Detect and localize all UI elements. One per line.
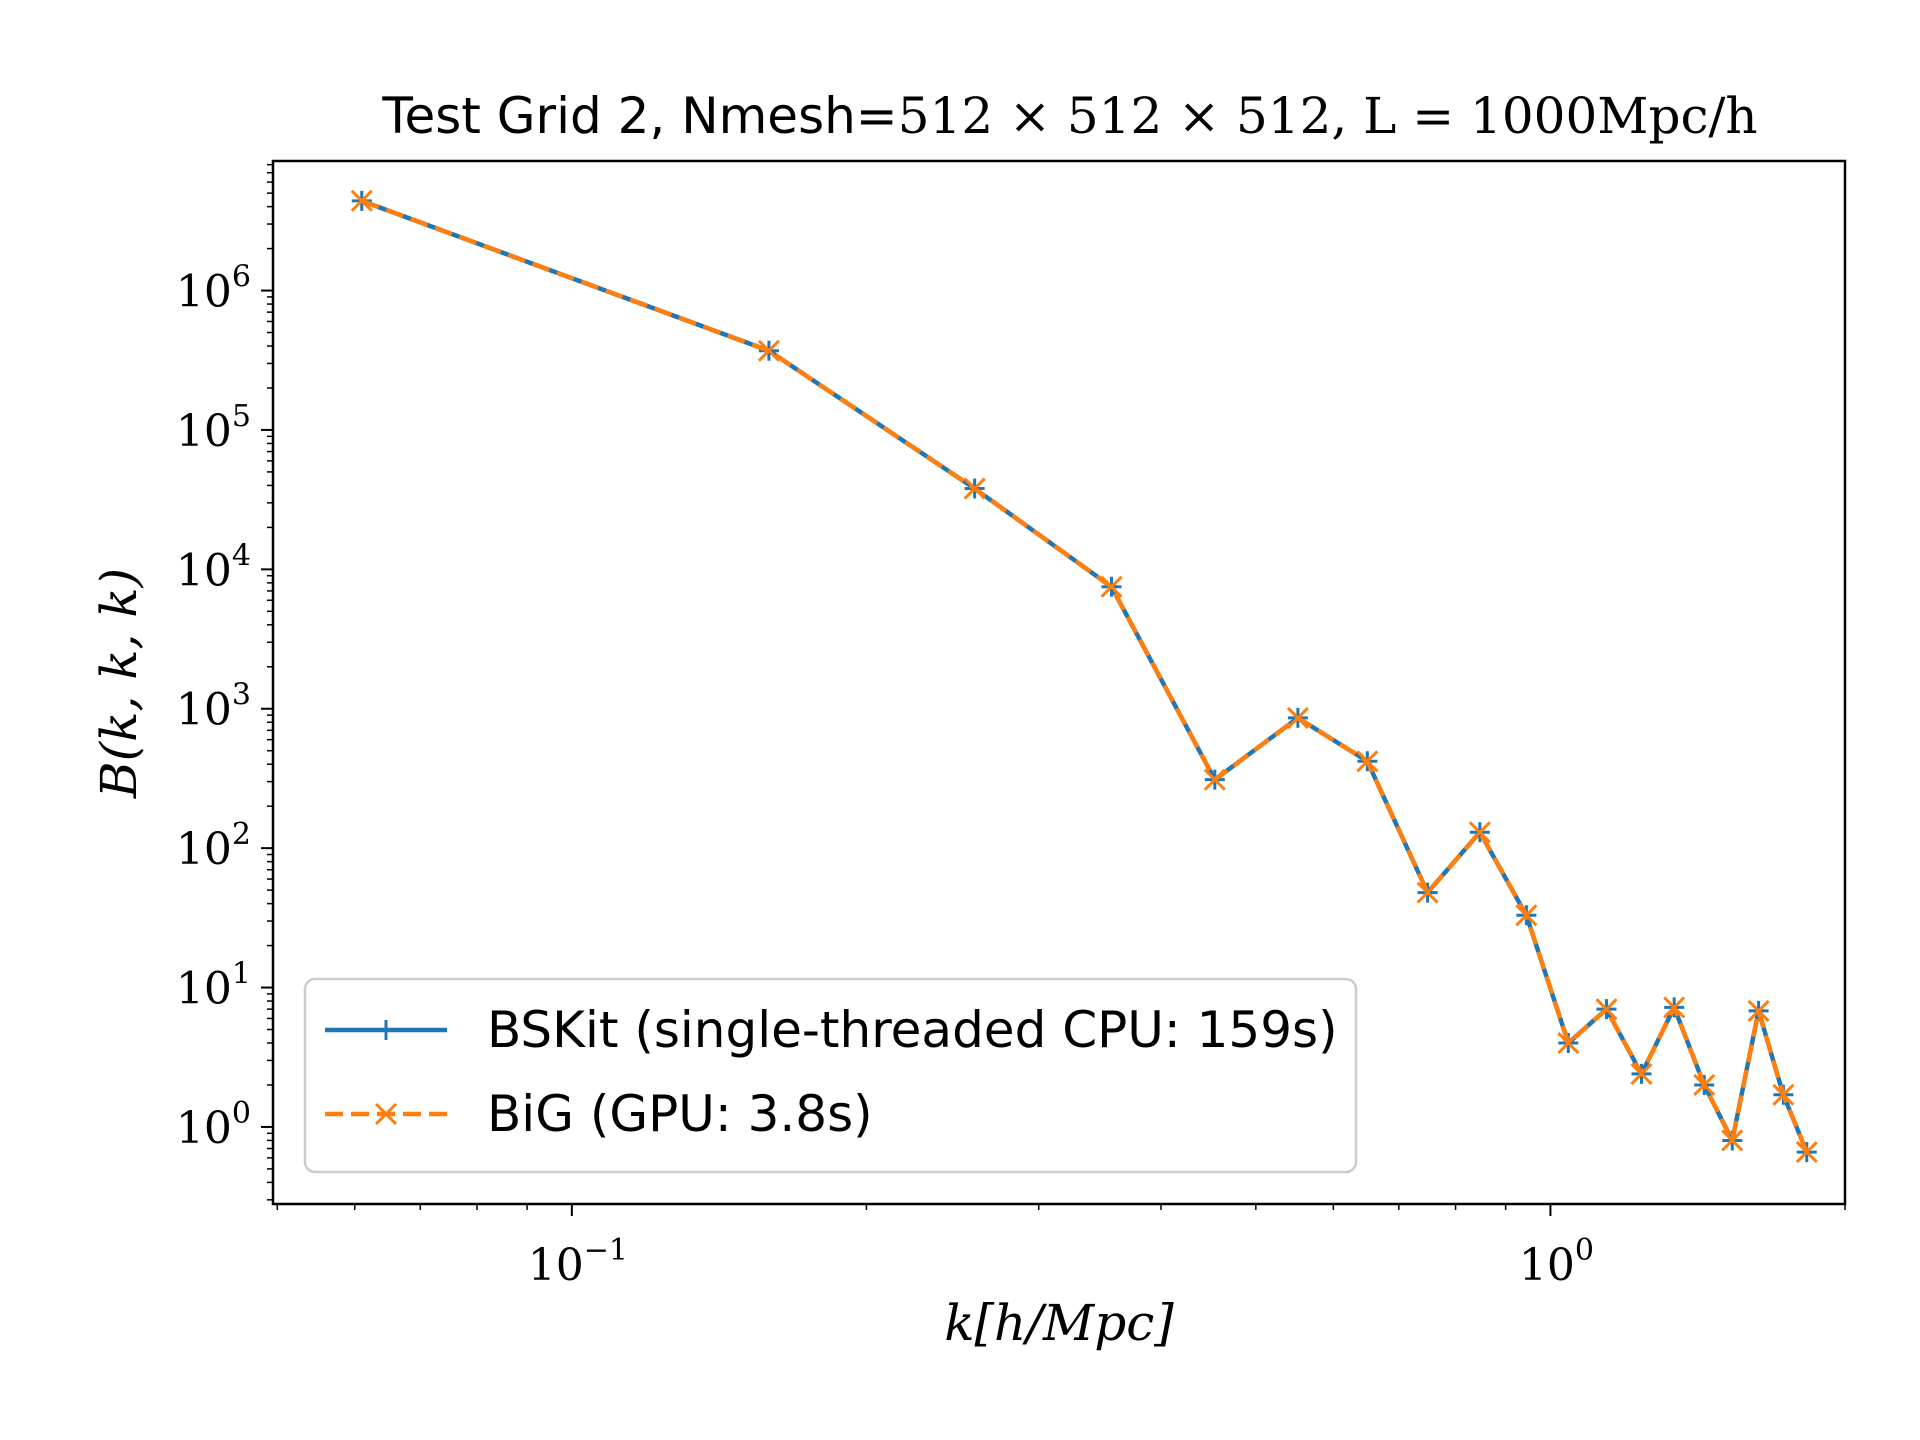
y-tick-exponent: 5 <box>232 399 251 434</box>
series-layer <box>350 189 1818 1164</box>
x-tick-exponent: 0 <box>1575 1233 1594 1268</box>
data-point-x <box>1286 706 1309 729</box>
y-tick-label: 106 <box>176 260 251 318</box>
x-tick-label: 100 <box>1519 1233 1594 1291</box>
legend-entries: BSKit (single-threaded CPU: 159s) BiG (GP… <box>325 1001 1338 1143</box>
y-tick-base: 10 <box>176 964 232 1015</box>
y-tick-base: 10 <box>176 1103 232 1154</box>
y-tick-label: 103 <box>176 678 251 736</box>
series-big <box>350 189 1818 1164</box>
y-tick-label: 104 <box>176 538 251 596</box>
data-point-x <box>1203 768 1226 791</box>
legend-entry: BSKit (single-threaded CPU: 159s) <box>325 1001 1338 1059</box>
x-axis-ticks: 10−1 100 <box>276 1204 1846 1291</box>
data-point-x <box>1795 1141 1818 1164</box>
x-axis-label: k[h/Mpc] <box>944 1294 1174 1352</box>
data-point-x <box>1595 998 1618 1021</box>
y-tick-exponent: 1 <box>232 957 251 992</box>
data-point-x <box>757 339 780 362</box>
y-tick-exponent: 2 <box>232 817 251 852</box>
data-point-x <box>1100 575 1123 598</box>
legend-label: BSKit (single-threaded CPU: 159s) <box>487 1001 1338 1059</box>
legend-marker-plus <box>376 1020 396 1040</box>
y-tick-base: 10 <box>176 267 232 318</box>
data-point-x <box>1468 821 1491 844</box>
chart-title-math: 512 × 512 × 512, L = 1000Mpc/h <box>898 87 1758 145</box>
x-tick-exponent: −1 <box>584 1233 628 1268</box>
y-tick-base: 10 <box>176 406 232 457</box>
data-point-x <box>1557 1031 1580 1055</box>
data-point-x <box>1416 881 1439 904</box>
data-point-x <box>1515 904 1538 927</box>
x-tick-base: 10 <box>1519 1240 1575 1291</box>
y-tick-exponent: 4 <box>232 538 251 573</box>
legend-label: BiG (GPU: 3.8s) <box>487 1085 873 1143</box>
data-point-x <box>1721 1129 1744 1152</box>
chart-title: Test Grid 2, Nmesh=512 × 512 × 512, L = … <box>381 87 1757 145</box>
data-point-x <box>963 477 986 500</box>
y-tick-exponent: 6 <box>232 260 251 295</box>
plot-area-frame <box>271 159 1847 1206</box>
data-point-x <box>1693 1073 1716 1097</box>
y-tick-exponent: 3 <box>232 678 251 713</box>
y-axis-label: B(k, k, k) <box>90 568 148 799</box>
x-tick-label: 10−1 <box>528 1233 628 1291</box>
y-tick-label: 105 <box>176 399 251 457</box>
data-point-x <box>350 189 373 212</box>
data-point-x <box>1747 999 1770 1022</box>
legend-entry: BiG (GPU: 3.8s) <box>325 1085 873 1143</box>
legend-box <box>303 977 1358 1174</box>
y-tick-exponent: 0 <box>232 1096 251 1131</box>
legend-marker-x <box>374 1102 398 1126</box>
chart-title-prefix: Test Grid 2, Nmesh= <box>381 87 897 145</box>
y-tick-base: 10 <box>176 685 232 736</box>
y-tick-base: 10 <box>176 824 232 875</box>
y-tick-label: 102 <box>176 817 251 875</box>
data-point-x <box>1663 996 1686 1019</box>
y-tick-base: 10 <box>176 545 232 596</box>
x-tick-base: 10 <box>528 1240 584 1291</box>
data-point-x <box>1356 750 1379 773</box>
y-tick-label: 100 <box>176 1096 251 1154</box>
legend: BSKit (single-threaded CPU: 159s) BiG (GP… <box>303 977 1358 1174</box>
y-tick-label: 101 <box>176 957 251 1015</box>
data-point-x <box>1772 1083 1795 1106</box>
data-point-x <box>1630 1062 1653 1086</box>
